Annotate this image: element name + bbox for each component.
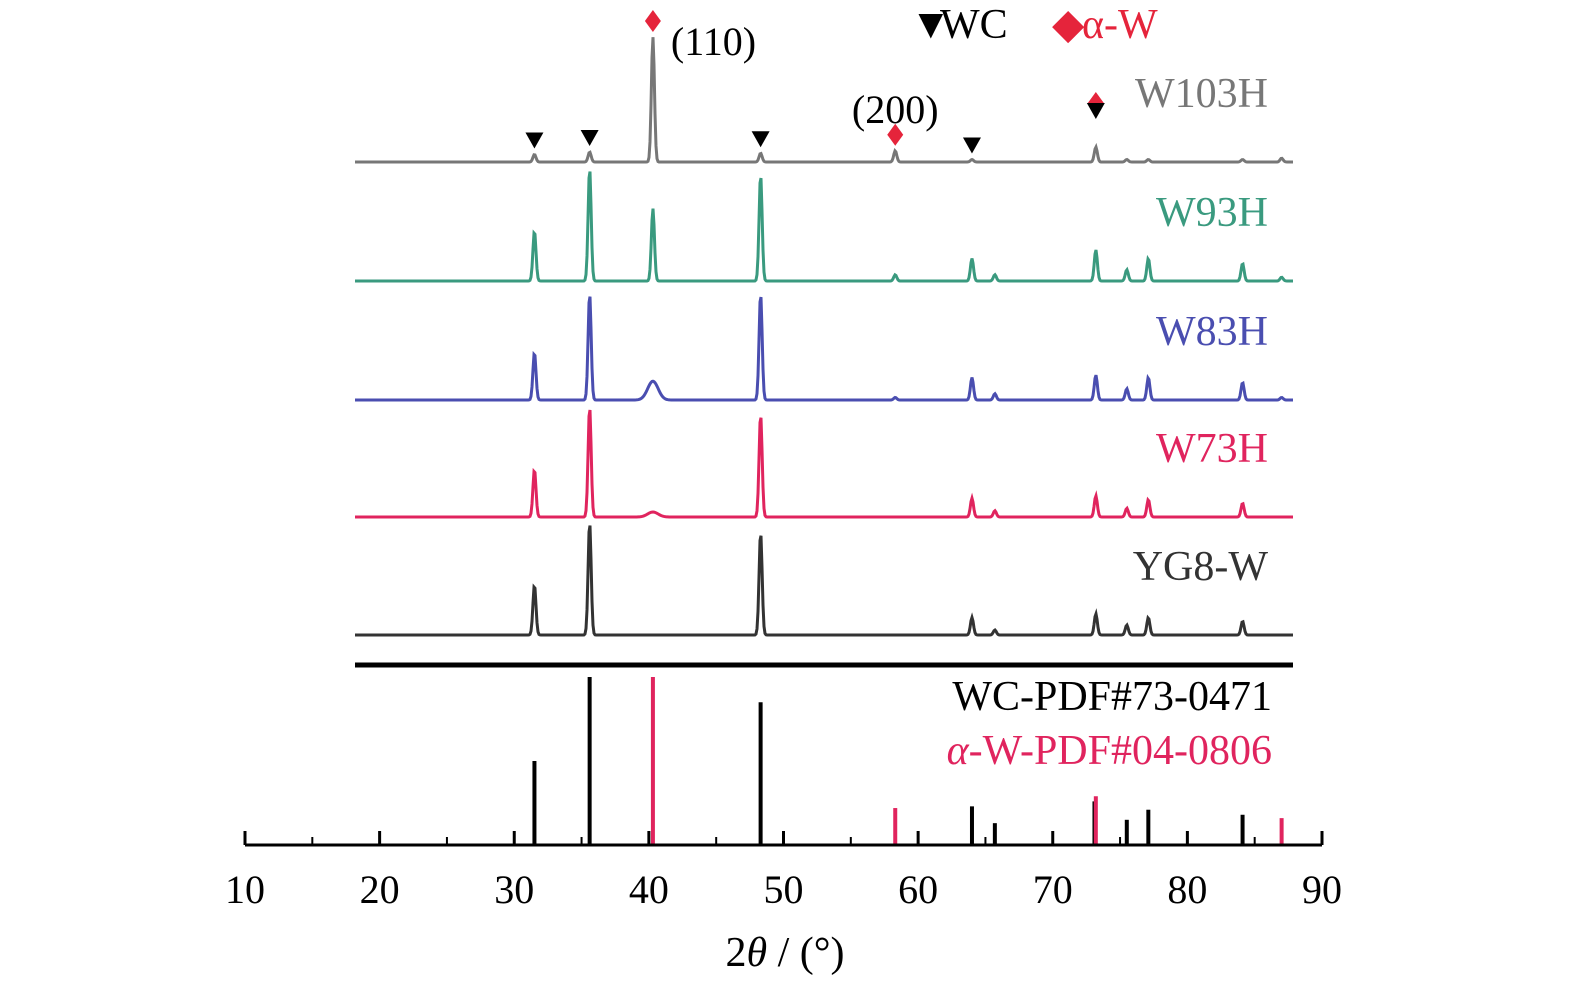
x-axis-label: 2θ / (°) <box>725 930 844 976</box>
legend-wc-symbol: ▼ <box>910 2 952 48</box>
trace-w73h <box>355 409 1293 519</box>
series-label-w103h: W103H <box>1135 71 1268 117</box>
x-axis-label-two: 2 <box>725 930 746 976</box>
x-axis-label-unit: / (°) <box>767 930 844 976</box>
x-axis-label-theta: θ <box>746 930 767 976</box>
wc-marker <box>1086 103 1105 119</box>
ref-label-alpha-part: α <box>947 728 970 774</box>
trace-w93h <box>355 171 1293 283</box>
x-tick-label: 90 <box>1302 867 1342 912</box>
x-tick-label: 50 <box>764 867 804 912</box>
ref-label-alpha-w-pdf-04-0806: α-W-PDF#04-0806 <box>947 728 1272 774</box>
x-tick-label: 10 <box>225 867 265 912</box>
wc-marker <box>580 130 599 146</box>
x-tick-label: 40 <box>629 867 669 912</box>
trace-yg8-w <box>355 525 1293 637</box>
x-tick-label: 70 <box>1033 867 1073 912</box>
legend: ▼ WC ◆ α-W <box>910 2 1158 48</box>
ref-label-wc-pdf-73-0471: WC-PDF#73-0471 <box>952 674 1272 720</box>
x-tick-label: 80 <box>1167 867 1207 912</box>
ref-label-rest-part: -W-PDF#04-0806 <box>969 728 1272 774</box>
trace-w83h <box>355 296 1293 402</box>
alpha-w-marker <box>644 10 661 32</box>
series-label-yg8-w: YG8-W <box>1133 544 1269 590</box>
series-label-w83h: W83H <box>1156 309 1268 355</box>
legend-w-label: α-W <box>1082 2 1158 48</box>
x-tick-label: 60 <box>898 867 938 912</box>
wc-marker <box>525 132 544 149</box>
wc-marker <box>962 137 981 154</box>
legend-wc-label: WC <box>940 2 1008 48</box>
trace-w103h <box>355 37 1293 164</box>
series-label-w93h: W93H <box>1156 190 1268 236</box>
series-label-w73h: W73H <box>1156 426 1268 472</box>
plane-label-110: (110) <box>671 19 756 64</box>
alpha-w-marker <box>887 123 904 146</box>
x-tick-label: 20 <box>360 867 400 912</box>
plane-label-200: (200) <box>852 87 939 132</box>
x-tick-label: 30 <box>494 867 534 912</box>
wc-marker <box>751 131 770 148</box>
legend-w-symbol: ◆ <box>1052 2 1085 48</box>
